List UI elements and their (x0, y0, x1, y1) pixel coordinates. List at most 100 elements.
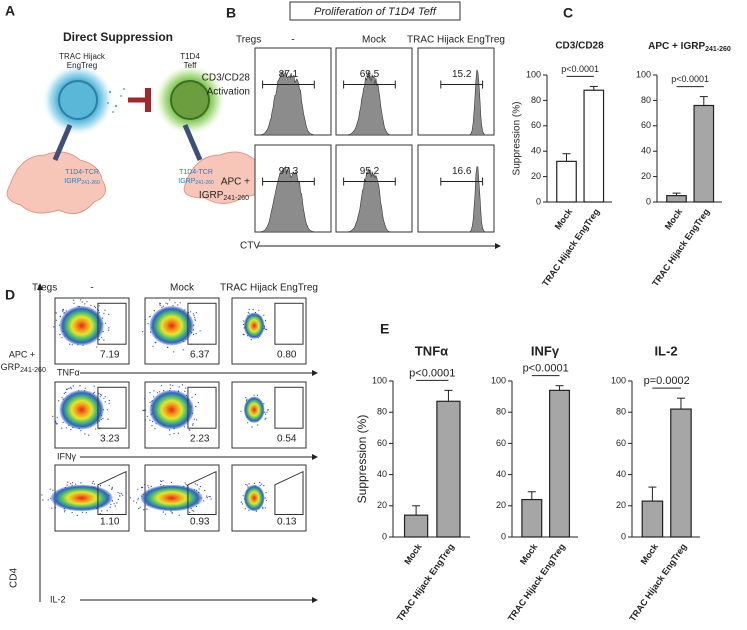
x-tick-label: TRAC Hijack EngTreg (627, 542, 688, 624)
event-dot (56, 423, 58, 425)
event-dot (194, 393, 197, 396)
chart-title: IL-2 (654, 343, 677, 358)
event-dot (133, 500, 135, 502)
event-dot (138, 507, 140, 510)
event-dot (162, 480, 164, 482)
event-dot (109, 506, 111, 508)
event-dot (111, 488, 113, 490)
gate-percent: 6.37 (190, 350, 210, 361)
event-dot (95, 428, 97, 430)
event-dot (259, 481, 261, 484)
density (59, 389, 104, 430)
event-dot (56, 416, 58, 418)
bar (666, 195, 687, 203)
event-dot (117, 491, 119, 494)
text-main: IGRP (199, 190, 224, 201)
row-label: IGRP241-260 (0, 362, 46, 373)
event-dot (184, 390, 186, 392)
event-dot (144, 398, 146, 400)
event-dot (253, 394, 255, 396)
text-main: APC + IGRP (648, 41, 705, 52)
text-sub: 241-260 (223, 195, 249, 202)
event-dot (66, 484, 68, 486)
event-dot (192, 333, 195, 335)
row-label-sub: 241-260 (20, 367, 46, 374)
event-dot (73, 299, 75, 301)
event-dot (59, 333, 61, 336)
event-dot (178, 386, 180, 388)
panel-a-diagram (6, 64, 267, 215)
event-dot (63, 511, 65, 513)
gate-percent: 7.19 (100, 350, 120, 361)
marker-label: TNFα (57, 367, 80, 377)
gate-percent: 15.2 (452, 69, 472, 80)
event-dot (185, 484, 187, 486)
event-dot (159, 391, 161, 393)
gate (97, 470, 127, 515)
event-dot (242, 495, 244, 497)
event-dot (137, 488, 139, 490)
y-tick-label: 0 (621, 531, 626, 541)
event-dot (157, 392, 159, 394)
panel-label: C (563, 5, 573, 21)
event-dot (262, 506, 264, 508)
event-dot (178, 514, 180, 516)
event-dot (99, 396, 101, 398)
y-tick-label: 100 (611, 375, 626, 385)
event-dot (250, 339, 252, 341)
gate-percent: 87.1 (279, 69, 299, 80)
event-dot (67, 481, 69, 483)
event-dot (160, 484, 162, 486)
event-dot (137, 497, 139, 499)
event-dot (142, 409, 144, 411)
event-dot (177, 304, 179, 306)
event-dot (193, 418, 195, 420)
bar (641, 500, 664, 538)
cell-label: T1D4 (180, 52, 200, 61)
event-dot (169, 387, 172, 389)
event-dot (75, 483, 77, 485)
event-dot (264, 319, 267, 322)
event-dot (173, 351, 175, 353)
event-dot (55, 420, 57, 422)
event-dot (54, 330, 56, 332)
event-dot (93, 483, 95, 485)
event-dot (92, 480, 94, 482)
arrow-head (37, 283, 43, 290)
event-dot (196, 419, 198, 421)
tcr-label: T1D4-TCR (179, 169, 213, 176)
event-dot (169, 434, 171, 436)
event-dot (164, 513, 167, 515)
event-dot (141, 486, 143, 488)
event-dot (104, 401, 106, 403)
event-dot (119, 495, 121, 497)
event-dot (114, 505, 116, 507)
column-header: - (90, 283, 93, 294)
event-dot (108, 329, 110, 331)
event-dot (185, 387, 187, 389)
event-dot (99, 513, 101, 515)
event-dot (107, 418, 109, 420)
event-dot (98, 305, 100, 307)
event-dot (264, 497, 266, 499)
y-tick-label: 40 (496, 469, 506, 479)
event-dot (100, 394, 102, 396)
y-tick-label: 40 (377, 469, 387, 479)
event-dot (161, 306, 163, 308)
event-dot (160, 385, 162, 387)
bar (670, 408, 692, 538)
event-dot (65, 427, 67, 429)
event-dot (63, 392, 65, 394)
event-dot (136, 502, 138, 504)
event-dot (247, 311, 249, 313)
panel-label: A (5, 3, 15, 19)
title-box (289, 1, 461, 21)
event-dot (55, 422, 57, 424)
event-dot (110, 503, 112, 505)
x-tick-label: TRAC Hijack EngTreg (395, 542, 456, 624)
row-label: Activation (207, 87, 250, 98)
event-dot (108, 327, 110, 329)
event-dot (196, 484, 198, 486)
bar (583, 89, 605, 203)
event-dot (61, 397, 63, 399)
